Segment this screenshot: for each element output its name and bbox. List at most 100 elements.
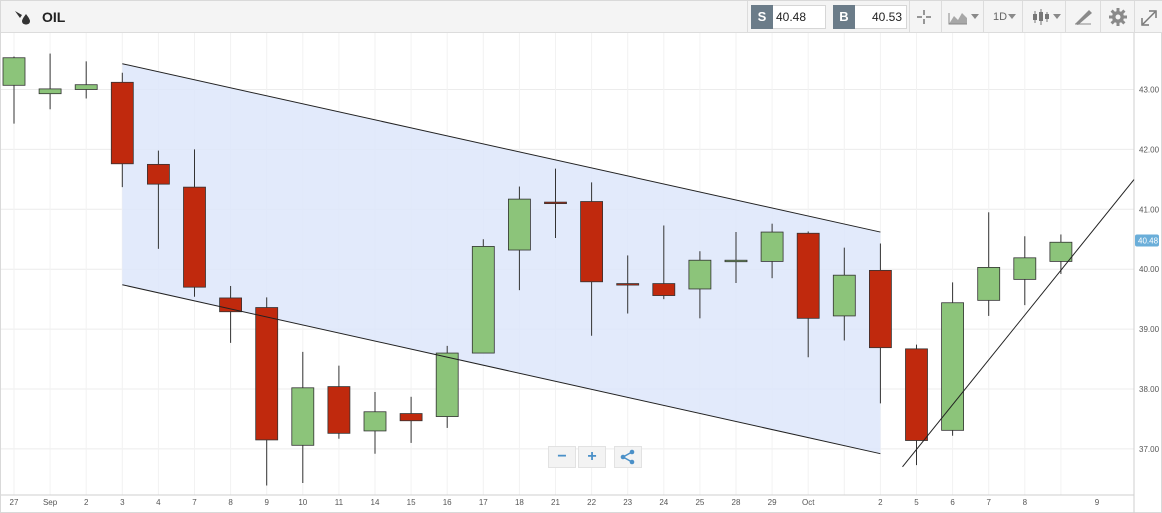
oil-drop-icon [15,11,30,25]
candle-body [652,283,676,296]
x-tick-label: 3 [120,498,125,507]
candle-body [146,163,170,185]
toolbar-divider [747,1,748,33]
candle [941,282,964,436]
toolbar-divider [1134,1,1135,33]
zoom-out-button[interactable]: − [548,446,576,468]
x-tick-label: 2 [84,498,89,507]
channel-lower-line [122,284,881,455]
candle [291,351,315,484]
chart-toolbar: OIL S S 40.48 B 40.53 1D [1,1,1162,33]
y-tick-label: 40.00 [1139,265,1160,274]
buy-tag: B [833,5,855,29]
x-tick-label: Oct [802,498,815,507]
x-tick-label: 11 [335,498,344,507]
candle [219,285,243,343]
x-tick-label: 18 [515,498,524,507]
candle [905,344,928,466]
candle [507,186,531,291]
candle-body [38,88,62,95]
x-tick-label: 4 [156,498,161,507]
uptrend-line [902,179,1135,468]
x-tick-label: 17 [479,498,488,507]
x-tick-label: 29 [768,498,777,507]
candle-body [544,201,567,205]
candle [760,223,784,279]
x-tick-label: 7 [986,498,991,507]
toolbar-divider [1100,1,1101,33]
candle-body [1049,241,1073,262]
candle-body [255,307,279,441]
candle [544,168,567,239]
candlestick-chart[interactable]: 37.00 38.00 39.00 40.00 41.00 42.00 43.00 40.48… [1,33,1162,513]
chevron-down-icon [971,14,979,19]
x-tick-label: 8 [228,498,233,507]
zoom-in-button[interactable]: + [578,446,606,468]
toolbar-divider [983,1,984,33]
candle-body [977,267,1001,301]
candle [435,345,459,428]
candle [38,53,62,110]
x-tick-label: 9 [264,498,269,507]
channel-upper-line [122,63,881,233]
candle [977,212,1001,316]
y-tick-label: 39.00 [1139,325,1160,334]
x-tick-label: 21 [551,498,560,507]
candle [796,231,820,358]
drawing-tool-icon[interactable] [1072,5,1094,29]
x-tick-label: 8 [1023,498,1028,507]
candle-body [110,81,134,165]
toolbar-divider [1022,1,1023,33]
candle [1013,236,1037,306]
price-axis: 37.00 38.00 39.00 40.00 41.00 42.00 43.00 40.48 [1135,86,1160,454]
x-tick-label: 14 [371,498,380,507]
candle-body [471,246,495,354]
candle [255,297,279,486]
buy-price: 40.53 [871,10,902,24]
x-tick-label: 28 [732,498,741,507]
channel-fill [122,63,881,454]
y-tick-label: 37.00 [1139,445,1160,454]
toolbar-divider [941,1,942,33]
candle [652,225,676,300]
candle [1049,234,1073,274]
current-price-label: 40.48 [1138,236,1159,245]
timeframe-value: 1D [993,11,1008,23]
candle-body [688,259,712,290]
y-tick-label: 38.00 [1139,385,1160,394]
x-tick-label: 6 [950,498,955,507]
zoom-controls: − + [547,446,644,470]
candle [74,61,98,99]
x-tick-label: 23 [623,498,632,507]
candle-body [832,274,856,317]
candle [110,72,134,188]
crosshair-icon[interactable] [912,5,936,29]
chevron-down-icon [1008,14,1016,19]
candle-body [580,201,603,283]
candle-body [1013,257,1037,280]
candle-body [941,302,964,431]
candle [183,149,206,297]
candle-body [905,348,928,441]
chevron-down-icon [1053,14,1061,19]
candle-body [327,386,351,434]
candle [616,255,640,314]
share-button[interactable] [614,446,642,468]
expand-icon[interactable] [1139,5,1159,29]
candle-body [724,259,748,263]
x-tick-label: 5 [914,498,919,507]
toolbar-divider [909,1,910,33]
x-tick-label: 2 [878,498,883,507]
candle-body [869,269,892,349]
candle-body [435,352,459,417]
candle-body [399,413,423,422]
mountain-chart-icon [948,13,967,25]
gear-icon[interactable] [1107,5,1129,29]
time-axis: 27 Sep 2 3 4 7 8 9 10 11 14 15 16 17 18 21 22 23 24 25 28 29 O… [10,498,1100,507]
share-icon [620,449,635,465]
candle-body [291,387,315,446]
candle [399,396,423,443]
candle-body [74,84,98,90]
sell-price: 40.48 [775,10,806,24]
